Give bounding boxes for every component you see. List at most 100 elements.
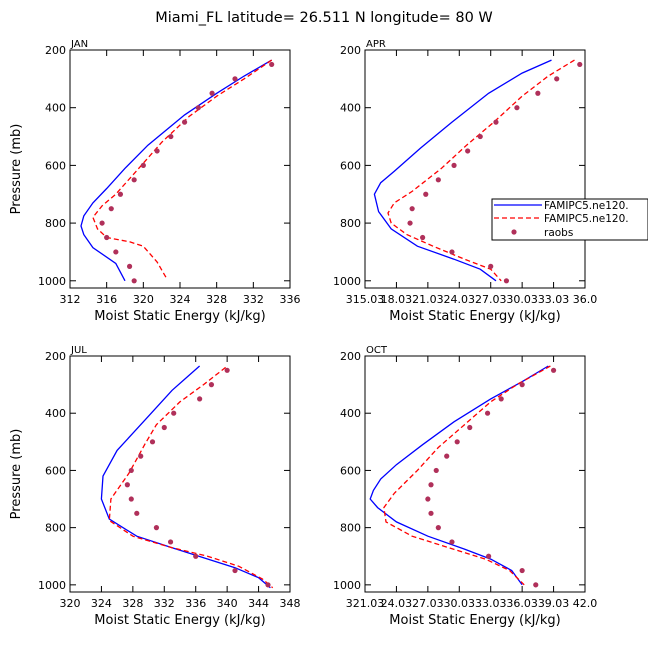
raobs-point (493, 119, 499, 125)
y-tick-label: 600 (340, 159, 361, 172)
x-tick-label: 324 (170, 293, 191, 306)
x-tick-label: 332 (154, 597, 175, 610)
raobs-point (477, 133, 483, 140)
y-tick-label: 1000 (333, 579, 361, 592)
plot-frame (69, 49, 291, 289)
y-tick-label: 400 (45, 407, 66, 420)
raobs-point (124, 482, 130, 488)
x-tick-label: 324 (91, 597, 112, 610)
raobs-point (167, 539, 174, 545)
x-tick-label: 24.03 (381, 597, 413, 610)
raobs-point (131, 278, 137, 284)
raobs-point (425, 496, 431, 502)
model-line-dashed (383, 365, 551, 586)
raobs-point (154, 148, 160, 154)
model-line-solid (373, 59, 552, 282)
x-axis-label: Moist Static Energy (kJ/kg) (94, 309, 265, 324)
legend-label: raobs (544, 227, 573, 239)
x-tick-label: 36.03 (506, 597, 538, 610)
x-tick-label: 27.03 (475, 293, 507, 306)
x-axis-label: Moist Static Energy (kJ/kg) (389, 309, 560, 324)
raobs-point (209, 90, 215, 96)
y-tick-label: 1000 (333, 275, 361, 288)
model-line-solid (80, 59, 273, 282)
model-line-dashed (387, 59, 575, 282)
raobs-point (138, 453, 144, 459)
x-tick-label: 21.03 (412, 293, 444, 306)
plot-frame (364, 355, 586, 593)
raobs-point (131, 177, 137, 183)
x-tick-label: 36.0 (573, 293, 598, 306)
raobs-point (433, 467, 439, 474)
y-tick-label: 800 (340, 217, 361, 230)
raobs-point (134, 510, 140, 516)
raobs-point (484, 410, 491, 416)
raobs-point (161, 424, 167, 431)
plot-area (369, 365, 557, 588)
raobs-point (577, 61, 583, 68)
y-tick-label: 600 (340, 464, 361, 477)
x-tick-label: 30.03 (506, 293, 538, 306)
x-tick-label: 320 (133, 293, 154, 306)
chart-panel-jul: JUL 320 324 328 332 336 340 344 348 200 400 600 800 1… (9, 345, 301, 628)
x-tick-label: 27.03 (412, 597, 444, 610)
raobs-point (128, 496, 134, 502)
raobs-point (454, 439, 460, 445)
x-tick-label: 316 (96, 293, 117, 306)
legend-marker-raobs (511, 229, 517, 235)
raobs-point (449, 249, 455, 255)
x-tick-label: 24.03 (444, 293, 476, 306)
model-line-solid (369, 365, 549, 586)
y-tick-label: 400 (340, 407, 361, 420)
raobs-point (550, 367, 557, 373)
y-tick-label: 800 (45, 217, 66, 230)
raobs-point (467, 424, 473, 431)
raobs-point (428, 482, 434, 488)
y-tick-label: 800 (340, 522, 361, 535)
x-tick-label: 18.03 (381, 293, 413, 306)
plot-frame (364, 49, 586, 289)
raobs-point (117, 191, 124, 197)
raobs-point (465, 148, 471, 154)
raobs-point (407, 220, 413, 226)
y-tick-label: 200 (340, 44, 361, 57)
legend-label: FAMIPC5.ne120. (544, 200, 629, 212)
raobs-point (232, 76, 238, 82)
chart-panel-jan: JAN 312 316 320 324 328 332 336 200 400 600 800 1000… (9, 39, 301, 324)
x-tick-label: 336 (280, 293, 301, 306)
raobs-point (514, 105, 520, 111)
raobs-point (420, 234, 426, 241)
x-tick-label: 33.03 (538, 293, 570, 306)
raobs-point (149, 439, 156, 445)
y-tick-label: 1000 (38, 275, 66, 288)
panels: JAN 312 316 320 324 328 332 336 200 400 600 800 1000… (9, 39, 597, 628)
raobs-point (519, 382, 525, 388)
y-tick-label: 600 (45, 159, 66, 172)
raobs-point (533, 582, 539, 588)
plot-area (373, 59, 583, 284)
raobs-point (486, 553, 492, 559)
raobs-point (224, 367, 230, 373)
x-tick-label: 39.03 (538, 597, 570, 610)
x-tick-label: 336 (185, 597, 206, 610)
raobs-point (498, 396, 504, 402)
y-tick-label: 200 (45, 44, 66, 57)
raobs-point (409, 206, 415, 212)
raobs-point (104, 234, 110, 241)
raobs-point (554, 76, 560, 82)
y-axis-label: Pressure (mb) (9, 429, 24, 520)
raobs-point (232, 567, 238, 574)
panel-label: JAN (70, 39, 88, 50)
raobs-point (444, 453, 450, 459)
x-tick-label: 312 (60, 293, 81, 306)
x-tick-label: 33.03 (475, 597, 507, 610)
raobs-point (535, 90, 541, 96)
raobs-point (126, 263, 133, 269)
plot-frame (69, 355, 291, 593)
x-tick-label: 332 (243, 293, 264, 306)
x-axis-label: Moist Static Energy (kJ/kg) (389, 613, 560, 628)
raobs-point (193, 553, 199, 559)
x-tick-label: 344 (248, 597, 269, 610)
